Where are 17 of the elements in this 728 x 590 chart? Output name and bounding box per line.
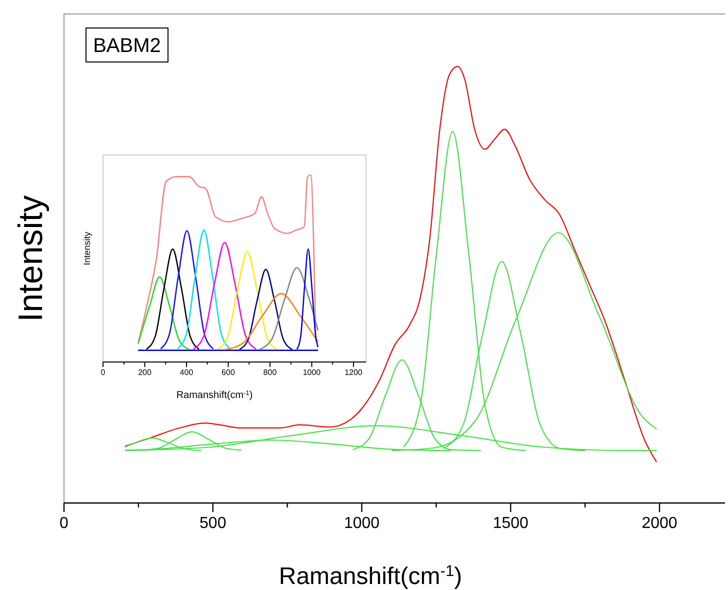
- y-axis-title: Intensity: [12, 195, 50, 322]
- text: BABM2: [93, 35, 161, 57]
- x-tick-label: 400: [180, 368, 194, 377]
- y-axis-title: Intensity: [82, 231, 92, 266]
- x-tick-label: 1200: [344, 368, 363, 377]
- x-axis-title: Ramanshift(cm$^{-1}$): [278, 562, 462, 590]
- x-tick-label: 600: [222, 368, 236, 377]
- x-tick-label: 0: [100, 368, 106, 377]
- x-tick-label: 1000: [344, 515, 380, 532]
- x-tick-label: 0: [60, 515, 69, 532]
- x-tick-label: 1500: [492, 515, 529, 532]
- x-axis-title: Ramanshift(cm$^{-1}$): [176, 390, 253, 401]
- x-tick-label: 2000: [642, 515, 678, 532]
- x-tick-label: 800: [263, 368, 278, 377]
- x-tick-label: 200: [138, 368, 152, 377]
- x-tick-label: 1000: [302, 368, 322, 377]
- x-tick-label: 500: [200, 515, 226, 532]
